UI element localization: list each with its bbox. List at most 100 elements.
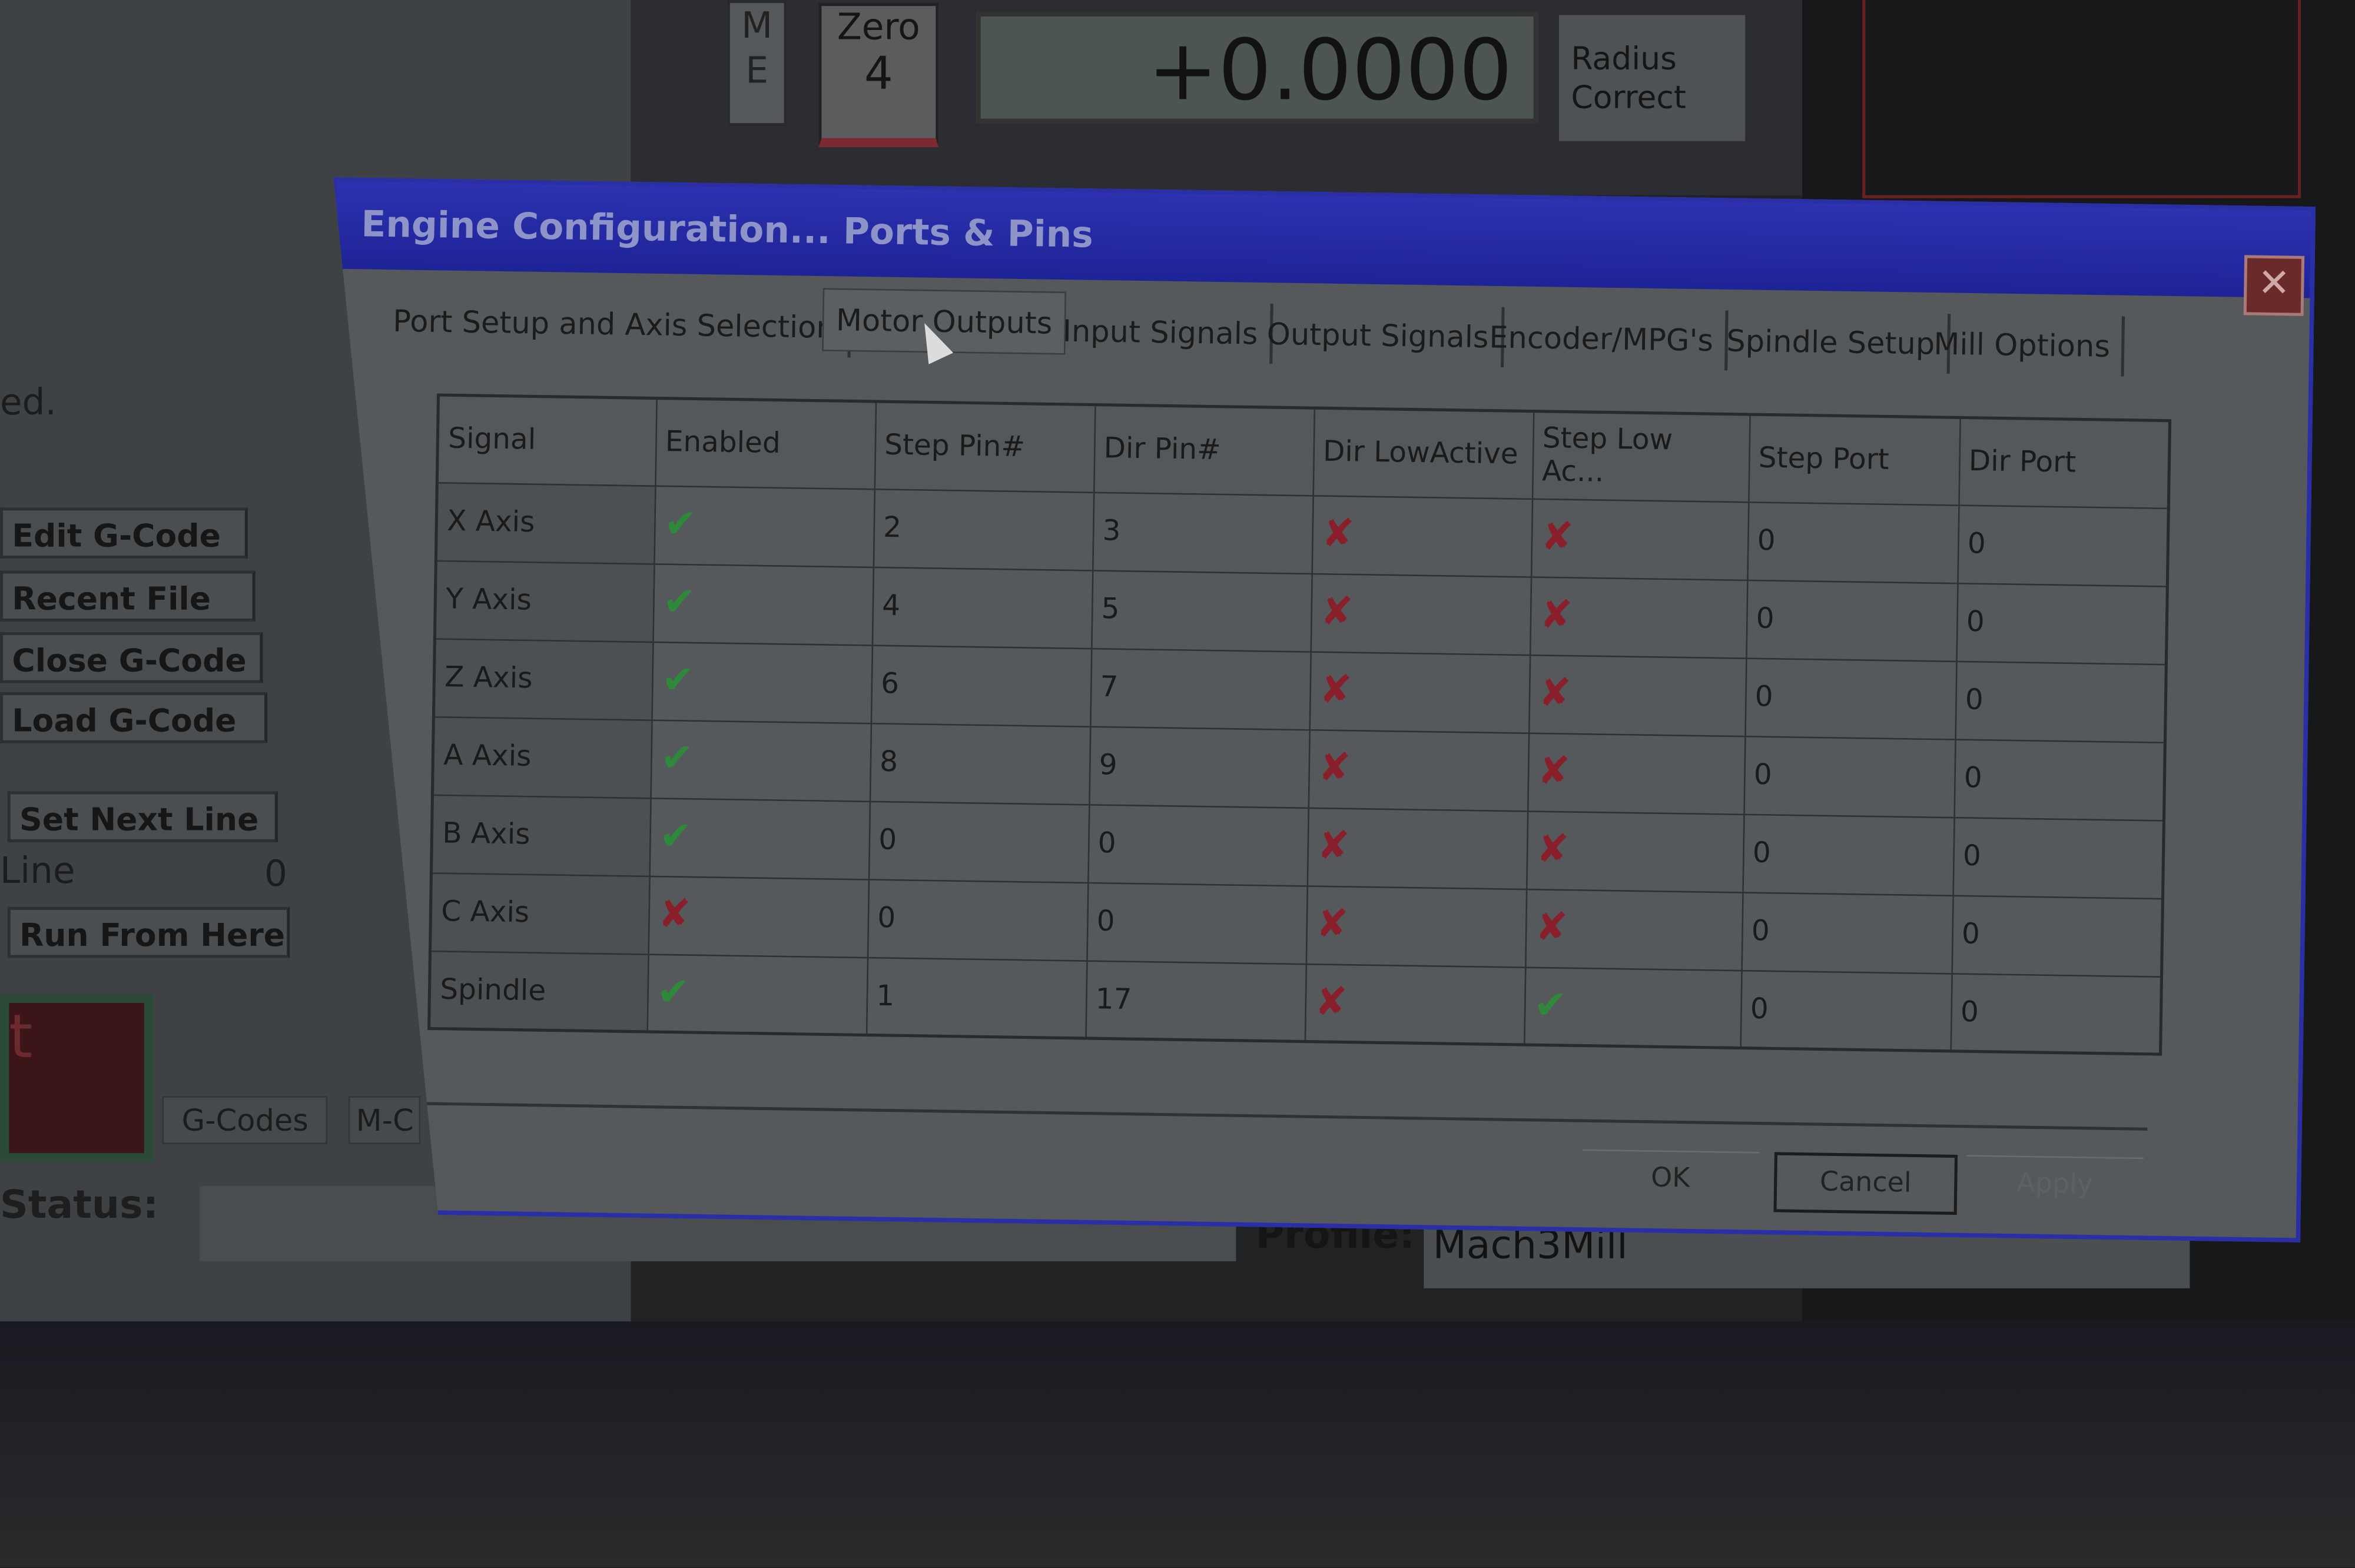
green-check-icon[interactable]: ✔ — [662, 580, 696, 626]
run-from-here-button[interactable]: Run From Here — [7, 906, 290, 958]
col-dir-pin[interactable]: Dir Pin# — [1093, 405, 1314, 495]
red-x-icon[interactable]: ✘ — [1539, 593, 1573, 639]
green-check-icon[interactable]: ✔ — [661, 658, 695, 704]
cell-step-low-active[interactable]: ✘ — [1525, 889, 1742, 970]
red-x-icon[interactable]: ✘ — [1321, 511, 1355, 557]
cycle-button[interactable]: t — [0, 994, 154, 1162]
cell-step-port[interactable]: 0 — [1746, 580, 1957, 661]
cell-dir-port[interactable]: 0 — [1955, 661, 2166, 742]
cell-dir-low-active[interactable]: ✘ — [1308, 729, 1528, 810]
red-x-icon[interactable]: ✘ — [1315, 902, 1349, 948]
cell-dir-low-active[interactable]: ✘ — [1309, 651, 1529, 732]
cell-step-low-active[interactable]: ✘ — [1528, 655, 1746, 736]
cell-dir-low-active[interactable]: ✘ — [1310, 573, 1530, 655]
green-check-icon[interactable]: ✔ — [656, 969, 691, 1016]
cell-signal[interactable]: C Axis — [430, 872, 649, 954]
cell-signal[interactable]: Z Axis — [433, 638, 652, 719]
tab-mcodes[interactable]: M-C — [348, 1096, 422, 1144]
cell-dir-pin[interactable]: 9 — [1089, 726, 1309, 807]
cell-step-low-active[interactable]: ✘ — [1531, 499, 1748, 580]
cell-step-pin[interactable]: 1 — [866, 957, 1086, 1038]
tab-spindle-setup[interactable]: Spindle Setup — [1714, 310, 1950, 374]
tab-encoder-mpg[interactable]: Encoder/MPG's — [1477, 307, 1729, 370]
red-x-icon[interactable]: ✘ — [1318, 746, 1352, 792]
cell-signal[interactable]: Spindle — [429, 951, 648, 1032]
col-step-low-active[interactable]: Step Low Ac... — [1532, 411, 1749, 501]
col-dir-low-active[interactable]: Dir LowActive — [1312, 408, 1533, 498]
green-check-icon[interactable]: ✔ — [660, 736, 694, 782]
cell-step-port[interactable]: 0 — [1747, 501, 1958, 583]
cell-signal[interactable]: Y Axis — [434, 560, 654, 642]
red-x-icon[interactable]: ✘ — [1316, 823, 1351, 870]
cell-signal[interactable]: B Axis — [431, 795, 650, 876]
cell-step-port[interactable]: 0 — [1741, 892, 1952, 973]
cell-dir-low-active[interactable]: ✘ — [1307, 808, 1527, 889]
red-x-icon[interactable]: ✘ — [1538, 671, 1572, 717]
green-check-icon[interactable]: ✔ — [1534, 983, 1567, 1029]
cell-step-low-active[interactable]: ✘ — [1527, 732, 1744, 813]
cell-dir-low-active[interactable]: ✘ — [1305, 964, 1525, 1045]
cell-step-low-active[interactable]: ✔ — [1524, 966, 1741, 1048]
axis-4-dro[interactable]: +0.0000 — [976, 12, 1538, 124]
line-value[interactable]: 0 — [264, 852, 287, 895]
cell-signal[interactable]: A Axis — [432, 716, 651, 798]
cell-signal[interactable]: X Axis — [436, 482, 655, 563]
cell-dir-pin[interactable]: 0 — [1086, 882, 1306, 964]
cell-step-pin[interactable]: 8 — [870, 723, 1090, 804]
red-x-icon[interactable]: ✘ — [1320, 589, 1354, 636]
cell-step-port[interactable]: 0 — [1742, 814, 1953, 895]
tab-mill-options[interactable]: Mill Options — [1921, 313, 2125, 376]
edit-gcode-button[interactable]: Edit G-Code — [0, 507, 248, 559]
red-x-icon[interactable]: ✘ — [1319, 667, 1353, 713]
cell-step-port[interactable]: 0 — [1744, 657, 1956, 739]
tab-gcodes[interactable]: G-Codes — [162, 1096, 328, 1144]
col-step-port[interactable]: Step Port — [1748, 414, 1959, 504]
cell-step-pin[interactable]: 2 — [873, 489, 1093, 570]
col-dir-port[interactable]: Dir Port — [1958, 417, 2170, 507]
cell-dir-pin[interactable]: 5 — [1091, 570, 1311, 651]
ok-button[interactable]: OK — [1581, 1150, 1759, 1208]
cell-enabled[interactable]: ✔ — [646, 954, 867, 1035]
zero-axis-4-button[interactable]: Zero 4 — [818, 3, 939, 147]
cell-step-low-active[interactable]: ✘ — [1526, 810, 1743, 892]
cell-dir-port[interactable]: 0 — [1957, 504, 2168, 586]
cell-dir-low-active[interactable]: ✘ — [1306, 885, 1526, 966]
cell-enabled[interactable]: ✘ — [648, 876, 868, 957]
load-gcode-button[interactable]: Load G-Code — [0, 692, 268, 743]
cell-step-port[interactable]: 0 — [1740, 970, 1951, 1051]
col-step-pin[interactable]: Step Pin# — [874, 401, 1095, 491]
close-icon[interactable]: ✕ — [2244, 255, 2305, 316]
col-signal[interactable]: Signal — [437, 395, 656, 485]
machine-coords-button[interactable]: M E — [727, 0, 787, 127]
red-x-icon[interactable]: ✘ — [1537, 749, 1571, 795]
cell-dir-port[interactable]: 0 — [1950, 973, 2161, 1054]
cell-dir-port[interactable]: 0 — [1952, 817, 2164, 898]
cell-step-pin[interactable]: 0 — [867, 879, 1087, 960]
apply-button[interactable]: Apply — [1966, 1155, 2144, 1213]
radius-correct-button[interactable]: Radius Correct — [1555, 12, 1749, 144]
cell-step-pin[interactable]: 6 — [871, 645, 1091, 726]
red-x-icon[interactable]: ✘ — [1314, 979, 1348, 1025]
cell-dir-port[interactable]: 0 — [1951, 895, 2162, 976]
cell-step-pin[interactable]: 0 — [868, 801, 1089, 882]
red-x-icon[interactable]: ✘ — [1534, 905, 1568, 951]
green-check-icon[interactable]: ✔ — [659, 814, 693, 860]
cell-enabled[interactable]: ✔ — [651, 642, 871, 723]
cell-dir-pin[interactable]: 3 — [1092, 492, 1312, 573]
red-x-icon[interactable]: ✘ — [658, 892, 692, 938]
red-x-icon[interactable]: ✘ — [1535, 827, 1570, 873]
cell-dir-pin[interactable]: 0 — [1087, 804, 1308, 885]
green-check-icon[interactable]: ✔ — [664, 501, 697, 548]
cell-enabled[interactable]: ✔ — [652, 563, 873, 645]
set-next-line-button[interactable]: Set Next Line — [7, 791, 278, 843]
cancel-button[interactable]: Cancel — [1773, 1152, 1958, 1215]
cell-dir-port[interactable]: 0 — [1956, 583, 2167, 664]
cell-dir-low-active[interactable]: ✘ — [1311, 495, 1531, 576]
cell-step-port[interactable]: 0 — [1743, 736, 1955, 817]
red-x-icon[interactable]: ✘ — [1540, 514, 1574, 561]
cell-enabled[interactable]: ✔ — [654, 485, 874, 566]
cell-dir-pin[interactable]: 7 — [1090, 648, 1310, 729]
cell-step-pin[interactable]: 4 — [872, 567, 1092, 648]
close-gcode-button[interactable]: Close G-Code — [0, 632, 263, 683]
tab-input-signals[interactable]: Input Signals — [1050, 300, 1273, 364]
